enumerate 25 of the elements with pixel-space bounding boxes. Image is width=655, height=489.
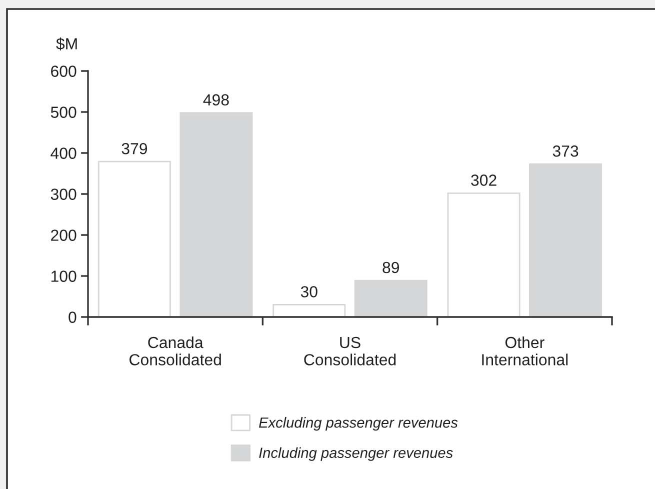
data-label: 379 (122, 142, 148, 154)
bar (272, 304, 346, 317)
y-tick-label: 200 (51, 230, 76, 241)
legend-label: Excluding passenger revenues (258, 417, 458, 431)
data-label: 89 (382, 262, 399, 274)
x-tick-label: US Consolidated (304, 336, 396, 366)
y-axis-title: $M (56, 37, 77, 50)
legend-label: Including passenger revenues (259, 447, 453, 461)
bar (180, 112, 253, 317)
data-label: 373 (552, 145, 578, 157)
y-tick-label: 600 (51, 66, 76, 77)
bar (354, 280, 428, 317)
bar (529, 163, 602, 317)
data-label: 30 (300, 286, 318, 298)
y-tick-label: 500 (50, 106, 76, 118)
y-tick-label: 300 (50, 188, 76, 200)
x-tick-label: Canada Consolidated (130, 336, 221, 366)
y-tick-label: 400 (50, 148, 76, 159)
data-label: 302 (471, 174, 496, 186)
y-tick-label: 100 (51, 270, 76, 282)
y-tick-label: 0 (68, 312, 76, 323)
x-tick-label: Other International (482, 336, 568, 366)
bar (447, 192, 520, 317)
bar (98, 160, 171, 317)
data-label: 498 (203, 94, 229, 106)
